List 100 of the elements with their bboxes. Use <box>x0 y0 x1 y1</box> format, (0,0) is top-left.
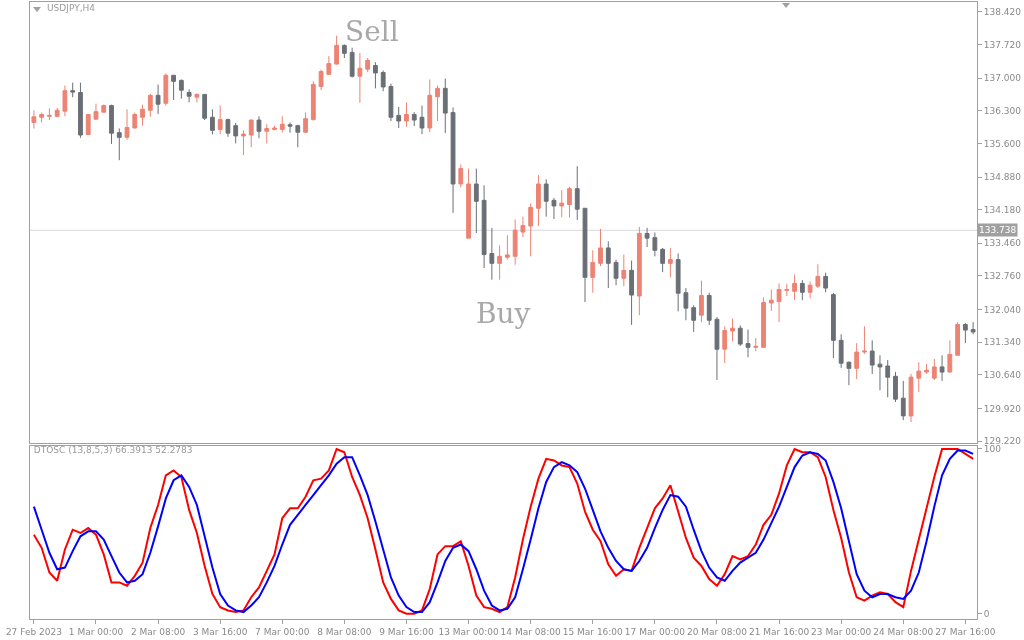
candlestick <box>147 93 153 118</box>
candlestick <box>419 105 425 135</box>
candlestick <box>380 70 386 92</box>
x-tick-label: 1 Mar 00:00 <box>68 626 124 637</box>
ref-line-label: 133.738 <box>979 225 1017 235</box>
candlestick <box>660 247 666 273</box>
candlestick <box>109 104 114 145</box>
candlestick <box>536 174 541 227</box>
x-tick-label: 23 Mar 00:00 <box>811 626 872 637</box>
candlestick <box>202 93 208 121</box>
candlestick <box>846 360 852 386</box>
candlestick <box>225 118 231 138</box>
y-tick-label: 131.340 <box>983 337 1022 348</box>
x-tick-label: 27 Mar 16:00 <box>935 626 996 637</box>
candlestick <box>931 358 937 381</box>
y-tick-label: 136.300 <box>983 105 1022 116</box>
candlestick <box>761 296 766 348</box>
candlestick <box>217 105 223 135</box>
y-tick-label: 138.420 <box>983 6 1022 17</box>
candlestick <box>947 339 953 373</box>
candlestick <box>667 247 673 278</box>
candlestick <box>699 280 704 323</box>
candlestick <box>349 47 355 79</box>
candlestick <box>303 112 308 134</box>
candlestick <box>310 80 316 122</box>
candlestick <box>54 107 60 118</box>
candlestick <box>807 281 813 299</box>
candlestick <box>877 354 883 391</box>
candlestick <box>691 304 697 333</box>
y-tick-label: 132.040 <box>983 304 1022 315</box>
candlestick <box>567 186 572 219</box>
candlestick <box>815 263 821 289</box>
candlestick <box>745 329 751 358</box>
candlestick <box>388 83 394 122</box>
x-tick-label: 21 Mar 16:00 <box>749 626 810 637</box>
candlestick <box>784 283 790 297</box>
y-tick-label: 100 <box>983 444 1002 455</box>
candlestick <box>823 272 829 293</box>
candlestick <box>31 109 37 129</box>
candlestick <box>241 129 246 156</box>
x-tick-label: 7 Mar 00:00 <box>255 626 310 637</box>
candlestick <box>885 359 891 398</box>
candlestick <box>854 342 860 380</box>
candlestick <box>652 232 658 257</box>
candlestick <box>132 112 138 129</box>
candlestick <box>900 380 906 421</box>
y-tick-label: 134.180 <box>983 204 1022 215</box>
candlestick <box>78 82 83 139</box>
candlestick <box>675 253 681 312</box>
candlestick <box>171 74 176 101</box>
candlestick <box>621 253 627 287</box>
candlestick <box>194 92 200 103</box>
candlestick <box>272 125 277 131</box>
y-tick-label: 134.880 <box>983 172 1022 183</box>
candlestick <box>528 203 534 257</box>
candlestick <box>124 108 130 141</box>
candlestick <box>776 282 782 323</box>
candlestick <box>318 69 324 91</box>
x-tick-label: 27 Feb 2023 <box>5 626 62 637</box>
candlestick <box>706 292 712 326</box>
candlestick <box>543 178 549 218</box>
x-tick-label: 9 Mar 16:00 <box>379 626 434 637</box>
candlestick <box>450 106 456 214</box>
candlestick <box>598 228 603 267</box>
candlestick <box>636 226 642 316</box>
candlestick <box>893 371 898 403</box>
candlestick <box>155 84 161 115</box>
candlestick <box>799 279 805 301</box>
candlestick <box>248 119 254 148</box>
candlestick <box>574 165 580 221</box>
candlestick <box>737 324 743 347</box>
candlestick <box>85 113 91 136</box>
candlestick <box>970 321 976 335</box>
candlestick <box>326 55 332 76</box>
candlestick <box>955 321 960 356</box>
y-tick-label: 137.720 <box>983 39 1022 50</box>
candlestick <box>458 163 464 188</box>
annotation: Buy <box>476 297 531 330</box>
annotation: Sell <box>345 15 399 48</box>
x-tick-label: 17 Mar 00:00 <box>624 626 686 637</box>
x-tick-label: 2 Mar 08:00 <box>130 626 186 637</box>
candlestick <box>481 184 487 269</box>
candlestick <box>520 216 526 238</box>
candlestick <box>287 121 293 134</box>
candlestick <box>116 127 122 161</box>
y-tick-label: 0 <box>983 608 990 619</box>
candlestick <box>504 234 510 261</box>
candlestick <box>93 103 99 121</box>
candlestick <box>838 333 844 369</box>
candlestick <box>373 61 378 89</box>
candlestick <box>582 207 588 303</box>
x-tick-label: 3 Mar 16:00 <box>192 626 248 637</box>
candlestick <box>644 227 650 248</box>
candlestick <box>334 35 340 66</box>
candlestick <box>295 124 301 148</box>
candlestick <box>47 107 52 121</box>
candlestick <box>497 245 503 281</box>
candlestick <box>792 274 797 301</box>
candlestick <box>427 78 433 133</box>
candlestick <box>233 122 239 144</box>
